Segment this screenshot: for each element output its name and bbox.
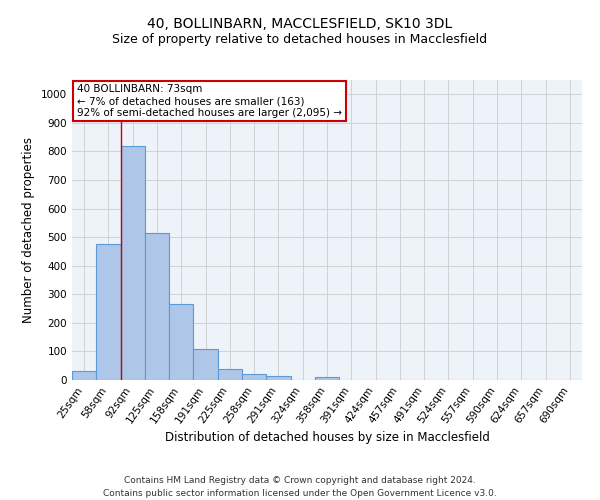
X-axis label: Distribution of detached houses by size in Macclesfield: Distribution of detached houses by size … [164, 430, 490, 444]
Text: Size of property relative to detached houses in Macclesfield: Size of property relative to detached ho… [112, 32, 488, 46]
Bar [145, 233, 169, 380]
Bar [193, 348, 218, 380]
Text: 40 BOLLINBARN: 73sqm
← 7% of detached houses are smaller (163)
92% of semi-detac: 40 BOLLINBARN: 73sqm ← 7% of detached ho… [77, 84, 342, 117]
Bar [96, 244, 121, 380]
Bar [72, 370, 96, 380]
Text: Contains HM Land Registry data © Crown copyright and database right 2024.
Contai: Contains HM Land Registry data © Crown c… [103, 476, 497, 498]
Bar [218, 368, 242, 380]
Bar [242, 374, 266, 380]
Y-axis label: Number of detached properties: Number of detached properties [22, 137, 35, 323]
Bar [121, 146, 145, 380]
Bar [169, 304, 193, 380]
Bar [315, 377, 339, 380]
Bar [266, 376, 290, 380]
Text: 40, BOLLINBARN, MACCLESFIELD, SK10 3DL: 40, BOLLINBARN, MACCLESFIELD, SK10 3DL [148, 18, 452, 32]
